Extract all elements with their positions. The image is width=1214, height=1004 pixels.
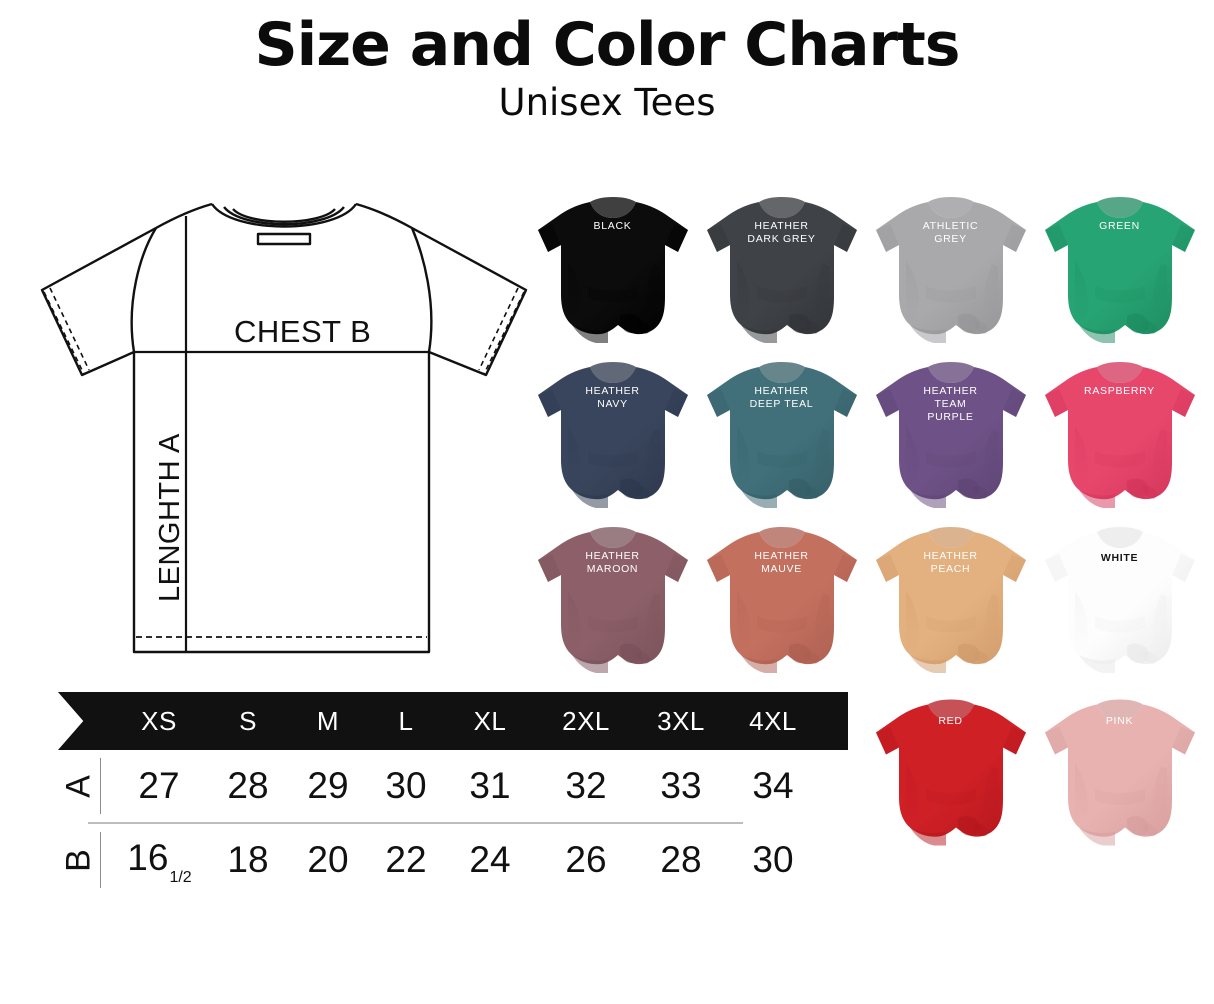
cell-b-xl: 24: [469, 839, 511, 880]
color-swatch-heather-navy[interactable]: HEATHER NAVY: [528, 351, 697, 516]
color-row-2: HEATHER NAVY: [528, 351, 1204, 516]
color-swatch-heather-mauve[interactable]: HEATHER MAUVE: [697, 516, 866, 681]
cell-b-4xl: 30: [752, 839, 794, 880]
color-swatch-heather-peach[interactable]: HEATHER PEACH: [866, 516, 1035, 681]
tee-measurement-diagram: CHEST B LENGHTH A: [34, 182, 534, 672]
size-header-xl: XL: [473, 705, 507, 736]
page-subtitle: Unisex Tees: [498, 81, 716, 124]
color-row-4: RED: [528, 681, 1204, 861]
size-header-3xl: 3XL: [657, 705, 705, 736]
row-label-a: A: [58, 750, 100, 822]
color-row-3: HEATHER MAROON: [528, 516, 1204, 681]
size-header-l: L: [398, 705, 414, 736]
table-row-b: B 161/2 18 20 22 24 26 28 30: [58, 824, 848, 896]
size-header-row: XS S M L XL 2XL 3XL 4XL: [58, 692, 848, 750]
color-swatch-red[interactable]: RED: [866, 681, 1035, 861]
page-title: Size and Color Charts: [254, 10, 960, 80]
size-header-s: S: [239, 705, 257, 736]
size-header-m: M: [316, 705, 340, 736]
table-row-a: A 27 28 29 30 31 32 33 34: [58, 750, 848, 822]
row-label-divider: [100, 832, 101, 888]
color-swatch-green[interactable]: GREEN: [1035, 186, 1204, 351]
cell-a-4xl: 34: [752, 765, 794, 806]
row-label-text: B: [59, 848, 98, 872]
cell-b-xs: 161/2: [127, 836, 192, 887]
cell-b-l: 22: [385, 839, 427, 880]
color-swatch-pink[interactable]: PINK: [1035, 681, 1204, 861]
cell-a-l: 30: [385, 765, 427, 806]
size-header-4xl: 4XL: [749, 705, 797, 736]
cell-a-m: 29: [307, 765, 349, 806]
cell-b-m: 20: [307, 839, 349, 880]
size-header-xs: XS: [141, 705, 177, 736]
cell-a-s: 28: [227, 765, 269, 806]
cell-b-3xl: 28: [660, 839, 702, 880]
color-swatch-raspberry[interactable]: RASPBERRY: [1035, 351, 1204, 516]
cell-b-2xl: 26: [565, 839, 607, 880]
header: Size and Color Charts Unisex Tees: [0, 0, 1214, 125]
cell-b-s: 18: [227, 839, 269, 880]
color-swatch-black[interactable]: BLACK: [528, 186, 697, 351]
color-swatch-heather-deep-teal[interactable]: HEATHER DEEP TEAL: [697, 351, 866, 516]
row-divider: [88, 822, 743, 824]
row-label-divider: [100, 758, 101, 814]
color-swatch-heather-maroon[interactable]: HEATHER MAROON: [528, 516, 697, 681]
cell-a-3xl: 33: [660, 765, 702, 806]
row-label-text: A: [59, 774, 98, 798]
row-label-b: B: [58, 824, 100, 896]
size-header-banner: XS S M L XL 2XL 3XL 4XL: [58, 692, 848, 750]
cell-a-2xl: 32: [565, 765, 607, 806]
length-label: LENGHTH A: [154, 433, 186, 602]
cell-a-xs: 27: [138, 765, 180, 806]
color-swatch-heather-team-purple[interactable]: HEATHER TEAM PURPLE: [866, 351, 1035, 516]
cell-a-xl: 31: [469, 765, 511, 806]
color-swatch-white[interactable]: WHITE: [1035, 516, 1204, 681]
size-header-2xl: 2XL: [562, 705, 610, 736]
color-swatch-athletic-grey[interactable]: ATHLETIC GREY: [866, 186, 1035, 351]
chest-label: CHEST B: [234, 314, 371, 349]
size-chart-table: XS S M L XL 2XL 3XL 4XL A 27 28 29 30 31 32 33 34 B 161/…: [58, 692, 848, 896]
half-fraction: 1/2: [169, 869, 192, 887]
color-swatch-grid: BLACK: [528, 186, 1204, 861]
color-row-1: BLACK: [528, 186, 1204, 351]
color-swatch-heather-dark-grey[interactable]: HEATHER DARK GREY: [697, 186, 866, 351]
